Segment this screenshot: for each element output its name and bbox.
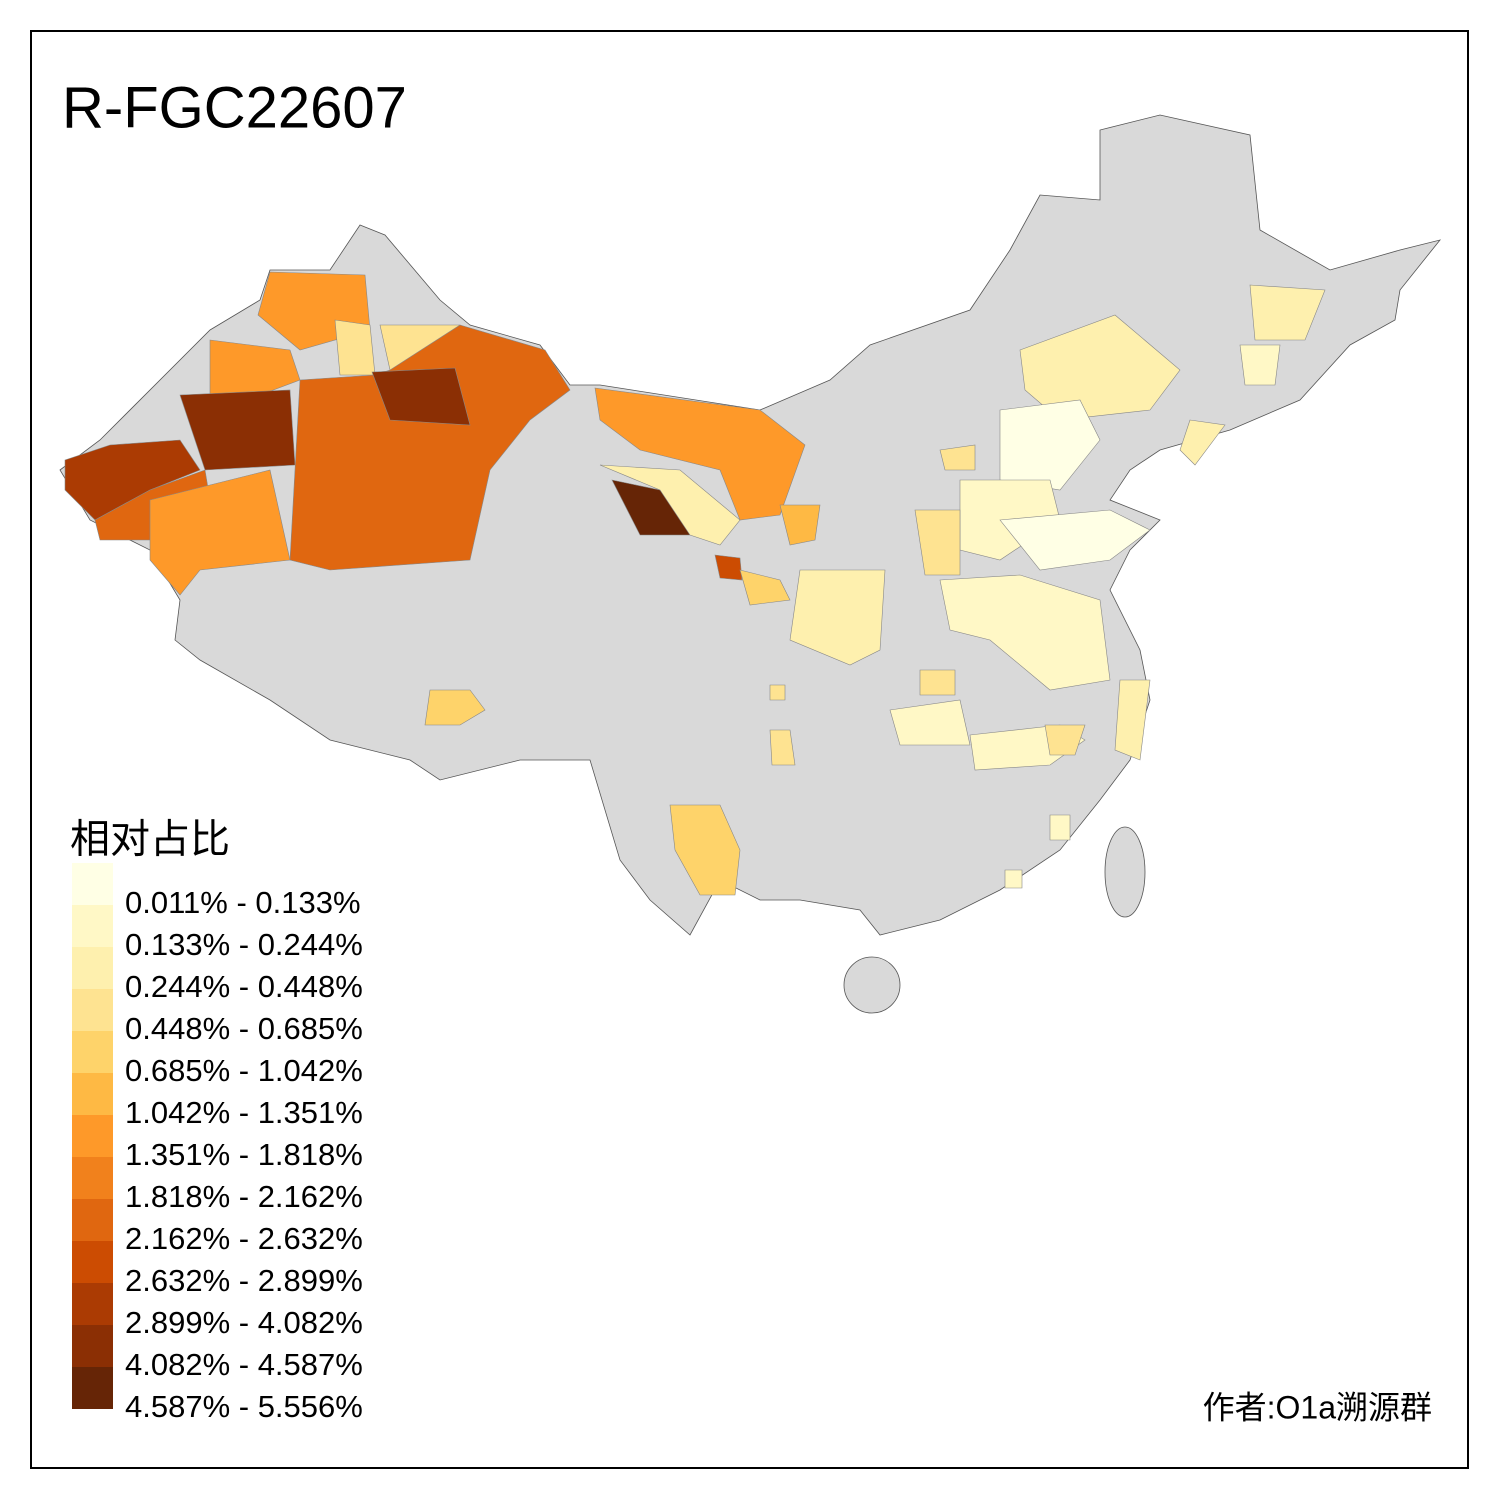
legend-label: 2.632% - 2.899% bbox=[125, 1263, 363, 1298]
legend-swatch bbox=[72, 1367, 113, 1409]
region bbox=[919, 669, 956, 696]
region bbox=[1114, 679, 1151, 761]
legend-swatch bbox=[72, 905, 113, 947]
island bbox=[843, 956, 901, 1014]
region bbox=[1049, 814, 1071, 841]
legend-swatch bbox=[72, 863, 113, 905]
legend-label: 4.082% - 4.587% bbox=[125, 1347, 363, 1382]
region bbox=[1249, 284, 1326, 341]
region bbox=[889, 699, 971, 746]
region bbox=[1044, 724, 1086, 756]
legend-label: 1.042% - 1.351% bbox=[125, 1095, 363, 1130]
region bbox=[739, 569, 791, 606]
credit: 作者:O1a溯源群 bbox=[1203, 1389, 1432, 1425]
legend-label: 2.162% - 2.632% bbox=[125, 1221, 363, 1256]
legend-label: 1.351% - 1.818% bbox=[125, 1137, 363, 1172]
region bbox=[999, 509, 1151, 571]
legend: 0.011% - 0.133% 0.133% - 0.244% 0.244% - 0… bbox=[72, 863, 363, 1424]
map-title: R-FGC22607 bbox=[62, 75, 407, 140]
legend-swatch bbox=[72, 1157, 113, 1199]
legend-label: 0.011% - 0.133% bbox=[125, 885, 361, 920]
legend-label: 0.448% - 0.685% bbox=[125, 1011, 363, 1046]
legend-swatch bbox=[72, 1283, 113, 1325]
legend-swatch bbox=[72, 1115, 113, 1157]
region bbox=[1019, 314, 1181, 421]
map bbox=[59, 114, 1442, 1014]
legend-label: 4.587% - 5.556% bbox=[125, 1389, 363, 1424]
region bbox=[334, 319, 376, 376]
island bbox=[1104, 826, 1146, 918]
legend-label: 0.244% - 0.448% bbox=[125, 969, 363, 1004]
region bbox=[371, 367, 471, 426]
legend-label: 0.133% - 0.244% bbox=[125, 927, 363, 962]
legend-swatch bbox=[72, 947, 113, 989]
legend-swatch bbox=[72, 1199, 113, 1241]
legend-swatch bbox=[72, 1031, 113, 1073]
region bbox=[714, 554, 743, 581]
legend-swatch bbox=[72, 1241, 113, 1283]
region bbox=[939, 574, 1111, 691]
region bbox=[599, 464, 741, 546]
legend-swatch bbox=[72, 989, 113, 1031]
region bbox=[939, 444, 976, 471]
region bbox=[999, 399, 1101, 491]
region bbox=[769, 729, 796, 766]
region bbox=[64, 439, 201, 521]
region bbox=[1179, 419, 1226, 466]
region bbox=[779, 504, 821, 546]
region bbox=[179, 389, 296, 471]
legend-label: 2.899% - 4.082% bbox=[125, 1305, 363, 1340]
region bbox=[769, 684, 786, 701]
region bbox=[669, 804, 741, 896]
region bbox=[1004, 869, 1023, 889]
region bbox=[424, 689, 486, 726]
region bbox=[209, 339, 301, 396]
legend-swatch bbox=[72, 1325, 113, 1367]
legend-label: 0.685% - 1.042% bbox=[125, 1053, 363, 1088]
region bbox=[789, 569, 886, 666]
country-outline bbox=[59, 114, 1442, 936]
legend-title: 相对占比 bbox=[70, 818, 230, 862]
region bbox=[914, 509, 961, 576]
region bbox=[149, 469, 291, 596]
legend-label: 1.818% - 2.162% bbox=[125, 1179, 363, 1214]
legend-swatch bbox=[72, 1073, 113, 1115]
region bbox=[1239, 344, 1281, 386]
